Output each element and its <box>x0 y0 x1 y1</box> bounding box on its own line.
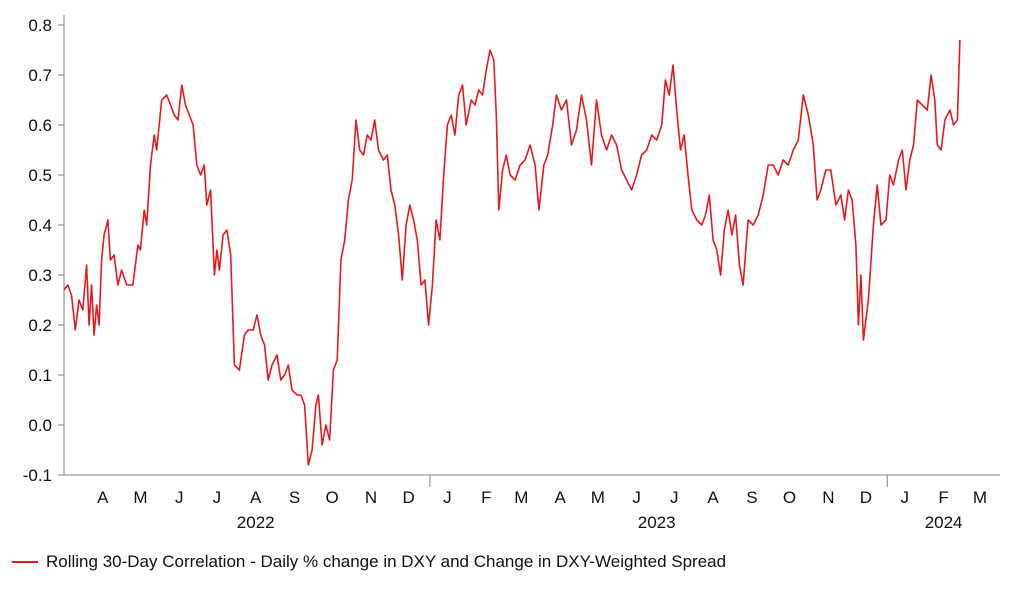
y-tick-label: 0.2 <box>28 316 52 335</box>
year-label: 2022 <box>237 513 275 532</box>
x-tick-label: M <box>591 488 605 507</box>
y-tick-label: 0.4 <box>28 216 52 235</box>
y-tick-label: 0.0 <box>28 416 52 435</box>
x-tick-label: M <box>514 488 528 507</box>
x-tick-label: M <box>133 488 147 507</box>
y-tick-label: 0.6 <box>28 116 52 135</box>
x-tick-label: J <box>443 488 452 507</box>
x-tick-label: F <box>938 488 948 507</box>
x-tick-label: A <box>250 488 262 507</box>
legend-swatch <box>12 561 38 563</box>
x-tick-label: J <box>632 488 641 507</box>
series-line <box>63 39 961 466</box>
x-tick-label: A <box>97 488 109 507</box>
x-tick-label: A <box>555 488 567 507</box>
year-label: 2023 <box>638 513 676 532</box>
y-tick-label: 0.3 <box>28 266 52 285</box>
y-tick-label: 0.5 <box>28 166 52 185</box>
y-tick-label: 0.1 <box>28 366 52 385</box>
y-axis: 0.8 0.7 0.6 0.5 0.4 0.3 0.2 0.1 0.0 -0.1 <box>23 15 65 485</box>
x-tick-label: J <box>213 488 222 507</box>
x-tick-label: O <box>783 488 796 507</box>
x-tick-label: F <box>481 488 491 507</box>
legend: Rolling 30-Day Correlation - Daily % cha… <box>12 552 726 572</box>
x-tick-label: M <box>973 488 987 507</box>
x-tick-label: J <box>670 488 679 507</box>
y-tick-label: 0.8 <box>28 16 52 35</box>
x-tick-label: D <box>402 488 414 507</box>
x-tick-label: D <box>860 488 872 507</box>
y-tick-label: 0.7 <box>28 66 52 85</box>
y-tick-label: -0.1 <box>23 466 52 485</box>
x-axis: A M J J A S O N D J F M A M J J A S O N D J F M 2022 2023 2024 <box>64 474 1000 532</box>
x-tick-label: N <box>365 488 377 507</box>
x-tick-label: J <box>175 488 184 507</box>
legend-label: Rolling 30-Day Correlation - Daily % cha… <box>46 552 727 571</box>
x-tick-label: J <box>901 488 910 507</box>
year-label: 2024 <box>925 513 963 532</box>
x-tick-label: N <box>822 488 834 507</box>
x-tick-label: A <box>707 488 719 507</box>
x-tick-label: S <box>289 488 300 507</box>
x-tick-label: O <box>326 488 339 507</box>
series-layer <box>63 39 961 466</box>
x-tick-label: S <box>746 488 757 507</box>
